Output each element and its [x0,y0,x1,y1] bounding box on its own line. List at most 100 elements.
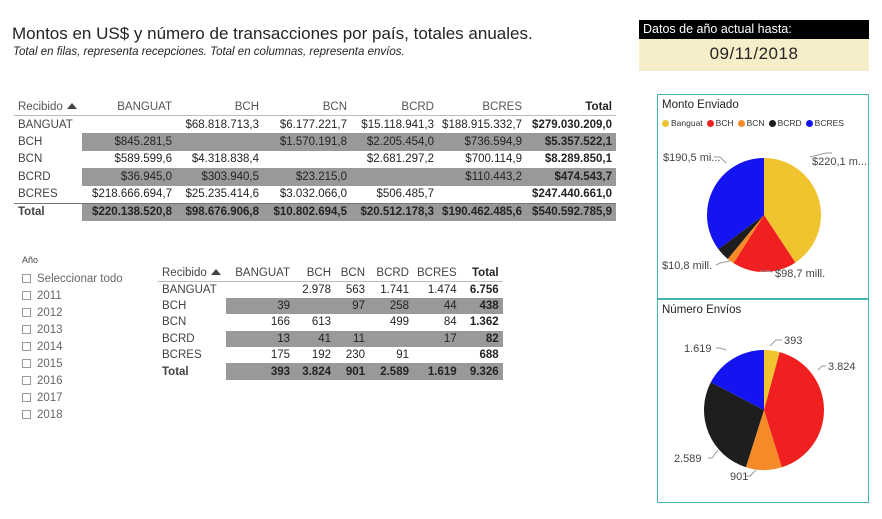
column-total-cell: 3.824 [294,363,335,380]
slicer-item-2016[interactable]: 2016 [22,372,123,389]
checkbox-icon[interactable] [22,410,31,419]
column-total-cell: 1.619 [413,363,461,380]
pie-slice-bch[interactable] [733,215,796,272]
pie-slice-banguat[interactable] [764,350,780,410]
slice-label-bch: $98,7 mill. [775,268,825,280]
checkbox-icon[interactable] [22,274,31,283]
checkbox-icon[interactable] [22,325,31,334]
pie-chart-card-counts[interactable]: 393 3.824 901 2.589 1.619 Número Envíos [657,299,869,503]
table-cell: 11 [335,330,369,347]
leader-line [714,156,727,164]
column-header[interactable]: BCH [294,265,335,282]
checkbox-icon[interactable] [22,342,31,351]
legend-item[interactable]: BCRES [805,118,844,128]
table-cell: 230 [345,349,365,362]
slice-label-bcres: $190,5 mi... [663,152,720,164]
table-cell: $2.681.297,2 [366,153,434,166]
table-cell [438,186,526,204]
slicer-item-2018[interactable]: 2018 [22,406,123,423]
legend-item[interactable]: BCRD [768,118,802,128]
table-cell: $700.114,9 [465,153,522,166]
row-header: BCH [18,135,43,148]
column-header[interactable]: BCN [263,98,351,116]
pie-chart-amounts[interactable]: $220,1 m... $98,7 mill. $10,8 mill. $190… [658,95,870,300]
table-cell: $845.281,5 [82,133,176,151]
report-title: Montos en US$ y número de transacciones … [12,24,533,43]
total-column-header[interactable]: Total [526,98,616,116]
pie-slice-bcrd[interactable] [704,382,764,468]
slicer-item-label: 2011 [37,289,62,302]
column-total-cell: $98.676.906,8 [176,202,263,221]
pie-slice-bcrd[interactable] [718,215,764,259]
pie-slice-bcres[interactable] [710,350,764,410]
total-column-header[interactable]: Total [460,265,503,282]
matrix-corner-header[interactable]: Recibido [158,265,226,282]
row-total-cell: $247.440.661,0 [532,188,612,200]
table-cell: $506.485,7 [376,188,434,200]
column-header[interactable]: BCRD [351,98,438,116]
table-cell: 84 [443,316,457,329]
table-cell: $36.945,0 [82,168,176,186]
checkbox-icon[interactable] [22,291,31,300]
legend-item[interactable]: BCN [737,118,765,128]
checkbox-icon[interactable] [22,308,31,317]
slicer-item-2015[interactable]: 2015 [22,355,123,372]
leader-line [716,347,727,351]
slicer-item-2014[interactable]: 2014 [22,338,123,355]
pie-slice-bch[interactable] [764,352,824,468]
checkbox-icon[interactable] [22,376,31,385]
row-header: BCRES [18,188,58,200]
pie-slice-bcres[interactable] [707,158,764,250]
table-cell: $188.915.332,7 [442,118,522,131]
table-row: BCH 39 97 258 44 438 [158,297,503,315]
slicer-item-2011[interactable]: 2011 [22,287,123,304]
checkbox-icon[interactable] [22,359,31,368]
matrix-corner-header[interactable]: Recibido [14,98,82,116]
table-cell: 166 [270,316,290,329]
pie-slice-bcn[interactable] [727,215,764,264]
pie-slice-banguat[interactable] [764,158,821,263]
table-cell [351,168,438,186]
column-header[interactable]: BCRES [438,98,526,116]
column-header[interactable]: BCN [335,265,369,282]
total-row: Total 393 3.824 901 2.589 1.619 9.326 [158,363,503,380]
pie-chart-card-amounts[interactable]: $220,1 m... $98,7 mill. $10,8 mill. $190… [657,94,869,299]
table-cell: 13 [226,330,294,347]
column-total-cell: 393 [226,363,294,380]
row-header: BCH [162,299,187,312]
slicer-item-label: 2013 [37,323,63,336]
chart-legend: Banguat BCH BCN BCRD BCRES [662,118,848,128]
table-cell: 17 [413,330,461,347]
column-header[interactable]: BCH [176,98,263,116]
grand-total-cell: 9.326 [460,363,503,380]
checkbox-icon[interactable] [22,393,31,402]
table-row: BCRES 175 192 230 91 688 [158,347,503,363]
legend-dot-icon [805,119,813,127]
table-cell: 499 [389,316,409,329]
slicer-item-select-all[interactable]: Seleccionar todo [22,270,123,287]
sort-ascending-icon[interactable] [210,268,221,275]
slicer-item-label: 2014 [37,340,63,353]
column-header[interactable]: BCRES [413,265,461,282]
table-cell [369,330,413,347]
legend-item[interactable]: Banguat [662,118,703,128]
table-cell [263,151,351,169]
sort-ascending-icon[interactable] [66,102,77,109]
slicer-item-2013[interactable]: 2013 [22,321,123,338]
column-header[interactable]: BCRD [369,265,413,282]
leader-line [708,449,719,459]
slicer-item-2017[interactable]: 2017 [22,389,123,406]
leader-line [769,339,782,347]
column-header[interactable]: BANGUAT [226,265,294,282]
pie-slice-bcn[interactable] [745,410,782,470]
pie-chart-counts[interactable]: 393 3.824 901 2.589 1.619 [658,300,870,504]
legend-item[interactable]: BCH [706,118,734,128]
slicer-item-2012[interactable]: 2012 [22,304,123,321]
column-header[interactable]: BANGUAT [82,98,176,116]
slicer-item-label: 2017 [37,391,63,404]
report-subtitle: Total en filas, representa recepciones. … [13,46,405,58]
table-cell: $218.666.694,7 [92,188,172,200]
table-cell: 613 [311,316,331,329]
year-slicer: Año Seleccionar todo 2011 2012 2013 2014… [22,255,123,423]
row-total-cell: 438 [460,297,503,315]
